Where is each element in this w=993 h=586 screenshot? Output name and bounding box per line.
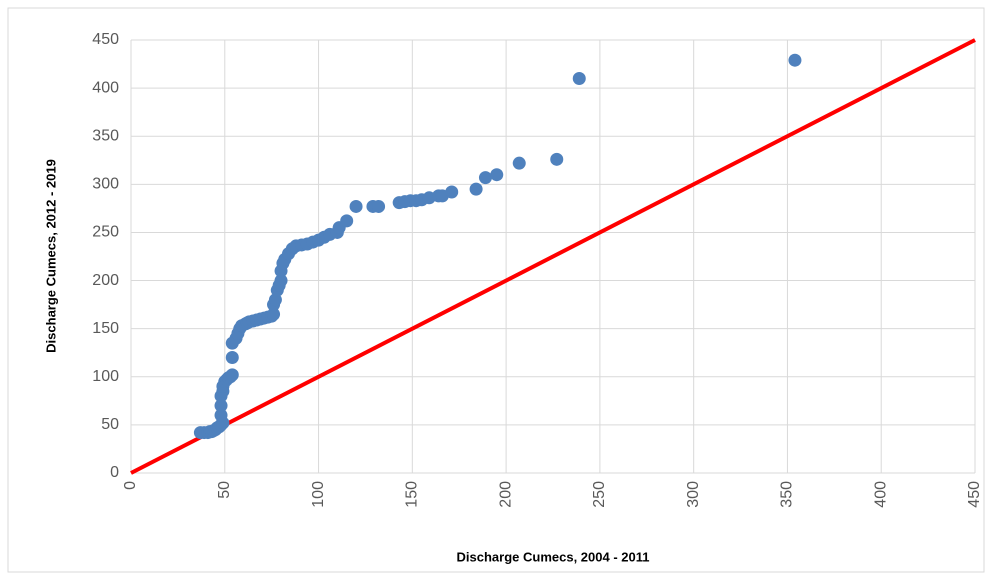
x-tick-label: 0 <box>122 481 139 490</box>
chart-border <box>7 7 985 573</box>
data-point <box>268 293 282 307</box>
y-tick-label: 300 <box>92 176 119 193</box>
x-tick-label: 350 <box>779 481 796 508</box>
x-tick-label: 400 <box>872 481 889 508</box>
y-tick-label: 50 <box>101 416 119 433</box>
y-tick-label: 450 <box>92 31 119 48</box>
data-point <box>478 171 492 185</box>
x-tick-label: 100 <box>310 481 327 508</box>
x-axis-title: Discharge Cumecs, 2004 - 2011 <box>457 549 650 564</box>
y-tick-label: 350 <box>92 127 119 144</box>
data-point <box>372 199 386 213</box>
data-point <box>267 307 281 321</box>
x-tick-label: 250 <box>591 481 608 508</box>
x-tick-label: 200 <box>497 481 514 508</box>
x-tick-label: 150 <box>404 481 421 508</box>
y-tick-label: 250 <box>92 224 119 241</box>
data-point <box>469 182 483 196</box>
data-point <box>214 399 228 413</box>
data-point <box>788 53 802 67</box>
x-tick-label: 300 <box>685 481 702 508</box>
data-point <box>512 156 526 170</box>
y-tick-label: 100 <box>92 368 119 385</box>
x-tick-label: 50 <box>216 481 233 499</box>
data-point <box>550 152 564 166</box>
y-axis-title: Discharge Cumecs, 2012 - 2019 <box>43 159 58 353</box>
data-point <box>274 274 288 288</box>
y-tick-label: 400 <box>92 79 119 96</box>
y-tick-label: 150 <box>92 320 119 337</box>
data-point <box>349 199 363 213</box>
data-point <box>225 368 239 382</box>
y-tick-label: 0 <box>110 464 119 481</box>
reference-line <box>130 38 976 475</box>
data-point <box>490 168 504 182</box>
data-point <box>214 408 228 422</box>
data-point <box>340 214 354 228</box>
data-point <box>445 185 459 199</box>
data-point <box>225 351 239 365</box>
x-tick-label: 450 <box>966 481 983 508</box>
data-point <box>572 71 586 85</box>
y-tick-label: 200 <box>92 272 119 289</box>
